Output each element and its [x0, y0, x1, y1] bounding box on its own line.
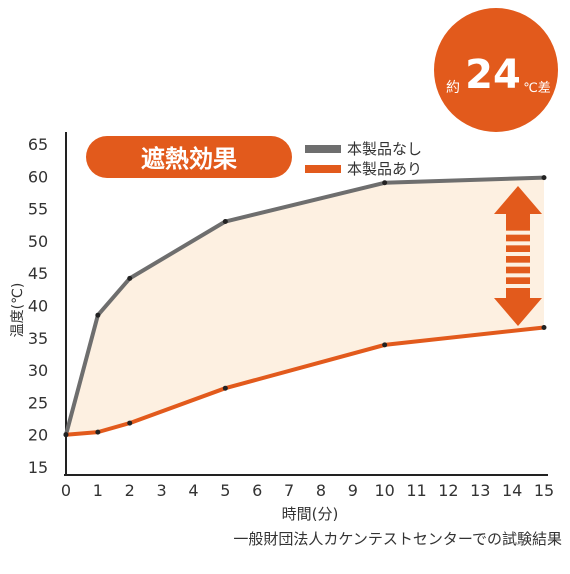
legend: 本製品なし 本製品あり	[305, 140, 422, 178]
arrow-head-down	[494, 288, 542, 326]
arrow-head-up	[494, 186, 542, 224]
difference-arrow	[494, 186, 542, 326]
series-point	[95, 429, 101, 435]
y-tick-label: 30	[28, 361, 48, 380]
series-point	[541, 175, 547, 181]
arrow-shaft-segment	[506, 245, 530, 252]
heat-shield-pill	[86, 136, 292, 178]
y-tick-label: 60	[28, 167, 48, 186]
series-line-without	[64, 175, 546, 437]
series-layer	[63, 175, 547, 438]
x-axis-label: 時間(分)	[282, 505, 339, 523]
arrow-shaft-segment	[506, 224, 530, 231]
series-point	[541, 324, 547, 330]
x-tick-label: 3	[157, 481, 167, 500]
series-line-with	[64, 325, 546, 437]
x-tick-label: 5	[220, 481, 230, 500]
x-tick-label: 0	[61, 481, 71, 500]
gap-fill-layer	[66, 177, 544, 435]
arrow-shaft-segment	[506, 256, 530, 263]
series-point	[127, 420, 133, 426]
x-tick-label: 7	[284, 481, 294, 500]
x-tick-label: 9	[348, 481, 358, 500]
y-tick-label: 55	[28, 200, 48, 219]
temperature-badge: 約 24 ℃差	[434, 8, 558, 132]
x-tick-label: 15	[534, 481, 554, 500]
x-tick-label: 4	[188, 481, 198, 500]
series-point	[222, 219, 228, 225]
x-tick-label: 12	[438, 481, 458, 500]
y-tick-label: 50	[28, 232, 48, 251]
series-point	[382, 180, 388, 186]
x-tick-label: 13	[470, 481, 490, 500]
y-tick-label: 20	[28, 426, 48, 445]
x-tick-label: 8	[316, 481, 326, 500]
series-point	[63, 432, 69, 438]
heat-shield-text: 遮熱効果	[141, 145, 237, 173]
gap-fill-area	[66, 177, 544, 435]
legend-swatch-with	[305, 165, 341, 173]
arrow-shaft-segment	[506, 266, 530, 274]
heat-shield-label: 遮熱効果	[86, 136, 292, 178]
x-tick-label: 6	[252, 481, 262, 500]
series-point	[382, 342, 388, 348]
badge-circle	[434, 8, 558, 132]
source-note: 一般財団法人カケンテストセンターでの試験結果	[233, 530, 562, 548]
series-point	[95, 312, 101, 318]
y-tick-label: 15	[28, 458, 48, 477]
y-tick-label: 65	[28, 135, 48, 154]
legend-swatch-without	[305, 145, 341, 153]
y-axis-label: 温度(℃)	[10, 283, 26, 338]
x-tick-label: 11	[406, 481, 426, 500]
y-tick-label: 40	[28, 297, 48, 316]
x-tick-label: 1	[93, 481, 103, 500]
x-tick-label: 10	[374, 481, 394, 500]
series-point	[222, 385, 228, 391]
x-tick-label: 14	[502, 481, 522, 500]
y-tick-label: 45	[28, 264, 48, 283]
legend-label-with: 本製品あり	[347, 160, 422, 178]
arrow-shaft-segment	[506, 277, 530, 284]
y-tick-label: 35	[28, 329, 48, 348]
series-point	[127, 275, 133, 281]
legend-label-without: 本製品なし	[347, 140, 422, 158]
badge-unit: ℃差	[523, 81, 551, 96]
arrow-shaft-segment	[506, 234, 530, 242]
badge-value: 24	[465, 52, 521, 98]
y-tick-label: 25	[28, 393, 48, 412]
x-tick-label: 2	[125, 481, 135, 500]
badge-prefix: 約	[446, 80, 460, 96]
